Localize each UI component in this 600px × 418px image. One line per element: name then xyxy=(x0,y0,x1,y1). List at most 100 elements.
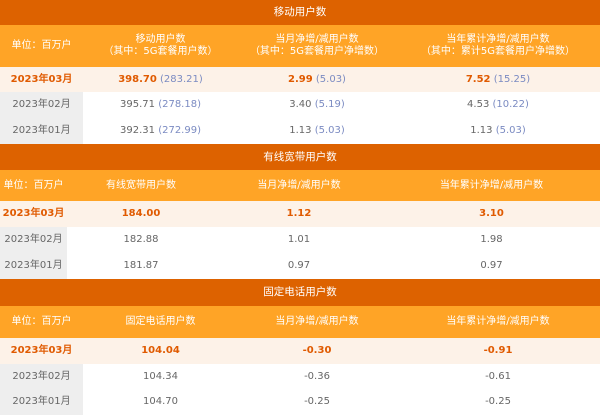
value-cell: 1.12 xyxy=(215,208,383,220)
main-value: 1.13 xyxy=(470,124,493,136)
table-row: 2023年01月 392.31 (272.99) 1.13 (5.03) 1.13 (… xyxy=(0,117,600,144)
column-header: 有线宽带用户数 xyxy=(67,180,215,192)
month-label: 2023年03月 xyxy=(0,201,67,227)
main-value: 1.13 xyxy=(289,124,312,136)
table-row: 2023年02月 182.88 1.01 1.98 xyxy=(0,227,600,253)
header-line: 移动用户数 xyxy=(135,34,186,45)
main-value: 1.12 xyxy=(286,208,312,219)
main-value: 398.70 xyxy=(118,73,157,85)
month-label: 2023年01月 xyxy=(0,253,67,279)
unit-label: 单位：百万户 xyxy=(0,316,83,328)
month-label: 2023年03月 xyxy=(0,67,83,92)
fixed-line-users-section: 固定电话用户数 单位：百万户 固定电话用户数 当月净增/减用户数 当年累计净增/减用户数… xyxy=(0,279,600,415)
main-value: 104.70 xyxy=(143,396,178,407)
unit-label: 单位：百万户 xyxy=(0,40,83,52)
5g-sub-value: (15.25) xyxy=(493,73,531,85)
header-line: 当月净增/减用户数 xyxy=(257,179,341,191)
section-title: 有线宽带用户数 xyxy=(0,144,600,170)
value-cell: 4.53 (10.22) xyxy=(396,99,600,111)
header-line: 当年累计净增/减用户数 xyxy=(446,316,550,327)
header-line: （其中：累计5G套餐用户净增数） xyxy=(420,46,576,57)
table-row: 2023年03月 104.04 -0.30 -0.91 xyxy=(0,338,600,364)
main-value: -0.30 xyxy=(302,345,332,356)
header-line: 单位：百万户 xyxy=(11,40,72,51)
main-value: 184.00 xyxy=(121,208,161,219)
header-line: 当年累计净增/减用户数 xyxy=(439,179,544,191)
column-header: 当年累计净增/减用户数 xyxy=(396,316,600,328)
value-cell: -0.91 xyxy=(396,345,600,357)
value-cell: -0.25 xyxy=(396,396,600,408)
column-header: 当年累计净增/减用户数 xyxy=(383,180,600,192)
value-cell: 0.97 xyxy=(383,260,600,272)
value-cell: 182.88 xyxy=(67,234,215,246)
main-value: -0.61 xyxy=(485,370,511,382)
column-header: 当年累计净增/减用户数 （其中：累计5G套餐用户净增数） xyxy=(396,34,600,58)
value-cell: 395.71 (278.18) xyxy=(83,99,238,111)
5g-sub-value: (10.22) xyxy=(492,98,529,110)
column-header: 固定电话用户数 xyxy=(83,316,238,328)
main-value: 0.97 xyxy=(480,260,503,271)
header-line: 有线宽带用户数 xyxy=(106,179,176,191)
value-cell: 181.87 xyxy=(67,260,215,272)
header-line: 当月净增/减用户数 xyxy=(275,34,359,45)
main-value: -0.91 xyxy=(483,345,513,356)
month-label: 2023年02月 xyxy=(0,227,67,253)
5g-sub-value: (5.03) xyxy=(495,124,526,136)
main-value: 104.04 xyxy=(141,345,180,356)
section-title: 移动用户数 xyxy=(0,0,600,25)
main-value: 1.98 xyxy=(480,234,503,245)
table-row: 2023年01月 104.70 -0.25 -0.25 xyxy=(0,389,600,415)
main-value: -0.36 xyxy=(304,370,330,382)
unit-label: 单位：百万户 xyxy=(0,180,67,192)
value-cell: 1.13 (5.03) xyxy=(238,125,396,137)
value-cell: -0.36 xyxy=(238,371,396,383)
month-label: 2023年02月 xyxy=(0,364,83,389)
value-cell: -0.30 xyxy=(238,345,396,357)
main-value: 181.87 xyxy=(123,260,159,271)
table-row: 2023年03月 184.00 1.12 3.10 xyxy=(0,201,600,227)
main-value: -0.25 xyxy=(485,396,511,407)
month-label: 2023年01月 xyxy=(0,117,83,144)
main-value: 7.52 xyxy=(465,73,491,85)
value-cell: 7.52 (15.25) xyxy=(396,74,600,86)
value-cell: 398.70 (283.21) xyxy=(83,74,238,86)
header-line: 当月净增/减用户数 xyxy=(275,316,359,327)
main-value: 1.01 xyxy=(287,234,311,245)
table-header: 单位：百万户 有线宽带用户数 当月净增/减用户数 当年累计净增/减用户数 xyxy=(0,170,600,201)
value-cell: 2.99 (5.03) xyxy=(238,74,396,86)
table-row: 2023年03月 398.70 (283.21) 2.99 (5.03) 7.52 (… xyxy=(0,67,600,92)
column-header: 当月净增/减用户数 xyxy=(238,316,396,328)
header-line: 单位：百万户 xyxy=(3,179,64,191)
main-value: 3.10 xyxy=(479,208,504,219)
mobile-users-section: 移动用户数 单位：百万户 移动用户数 （其中：5G套餐用户数） 当月净增/减用户数 （其中… xyxy=(0,0,600,144)
value-cell: -0.25 xyxy=(238,396,396,408)
value-cell: 184.00 xyxy=(67,208,215,220)
table-row: 2023年01月 181.87 0.97 0.97 xyxy=(0,253,600,279)
value-cell: 104.34 xyxy=(83,371,238,383)
table-header: 单位：百万户 固定电话用户数 当月净增/减用户数 当年累计净增/减用户数 xyxy=(0,306,600,338)
value-cell: 104.04 xyxy=(83,345,238,357)
table-header: 单位：百万户 移动用户数 （其中：5G套餐用户数） 当月净增/减用户数 （其中：5G套餐… xyxy=(0,25,600,67)
month-label: 2023年02月 xyxy=(0,92,83,117)
header-line: 当年累计净增/减用户数 xyxy=(446,34,550,45)
month-label: 2023年01月 xyxy=(0,389,83,415)
value-cell: -0.61 xyxy=(396,371,600,383)
broadband-users-section: 有线宽带用户数 单位：百万户 有线宽带用户数 当月净增/减用户数 当年累计净增/减用户数… xyxy=(0,144,600,279)
main-value: 182.88 xyxy=(123,234,159,245)
5g-sub-value: (278.18) xyxy=(158,98,201,110)
value-cell: 3.10 xyxy=(383,208,600,220)
5g-sub-value: (283.21) xyxy=(159,73,203,85)
table-row: 2023年02月 104.34 -0.36 -0.61 xyxy=(0,364,600,389)
main-value: 4.53 xyxy=(467,98,490,110)
table-row: 2023年02月 395.71 (278.18) 3.40 (5.19) 4.53 (… xyxy=(0,92,600,117)
main-value: -0.25 xyxy=(304,396,330,407)
column-header: 移动用户数 （其中：5G套餐用户数） xyxy=(83,34,238,58)
main-value: 3.40 xyxy=(289,98,312,110)
main-value: 0.97 xyxy=(287,260,311,271)
main-value: 395.71 xyxy=(120,98,155,110)
header-line: 固定电话用户数 xyxy=(125,316,196,327)
section-title: 固定电话用户数 xyxy=(0,279,600,306)
header-line: （其中：5G套餐用户数） xyxy=(103,46,218,57)
value-cell: 3.40 (5.19) xyxy=(238,99,396,111)
month-label: 2023年03月 xyxy=(0,338,83,364)
